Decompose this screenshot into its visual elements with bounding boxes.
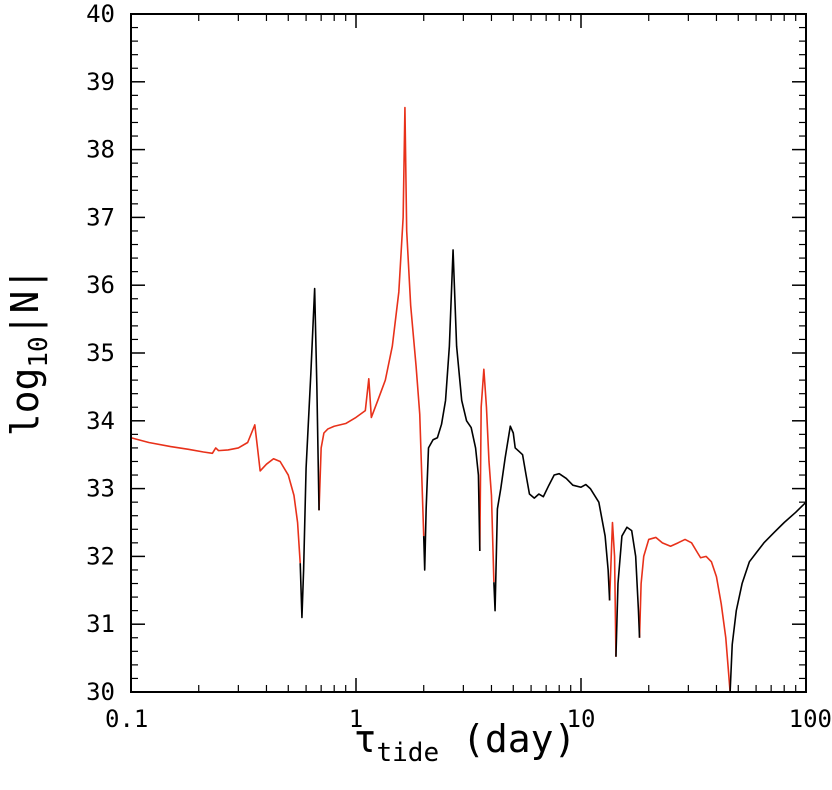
ticks-layer	[130, 13, 807, 693]
series-1-segment-0	[299, 287, 320, 619]
x-tick-label: 100	[789, 705, 832, 733]
x-axis-title-sub: tide	[376, 738, 439, 768]
x-tick-label: 10	[567, 705, 596, 733]
y-tick-label: 36	[86, 271, 115, 299]
y-axis-title-main: log	[3, 368, 47, 437]
y-tick-label: 39	[86, 68, 115, 96]
x-axis-title: τtide (day)	[354, 717, 577, 768]
series-0-segment-3	[608, 521, 617, 657]
y-tick-label: 37	[86, 203, 115, 231]
labels-layer: 0.1 1 10 100 30 31 32 33 34 35 36 37 38 39 40	[86, 0, 832, 733]
series-1-segment-3	[615, 526, 641, 657]
series-1-segment-2	[493, 425, 611, 612]
x-tick-label: 0.1	[105, 705, 148, 733]
x-axis-title-suffix: (day)	[439, 717, 576, 761]
x-tick-label: 1	[349, 705, 363, 733]
x-axis-title-main: τ	[354, 717, 377, 761]
series-0-segment-1	[318, 106, 425, 537]
series-0-segment-2	[479, 368, 495, 583]
series-0-segment-0	[130, 424, 302, 564]
y-tick-label: 32	[86, 542, 115, 570]
y-tick-label: 40	[86, 0, 115, 28]
y-axis-title: log10|N|	[3, 268, 54, 437]
y-tick-label: 31	[86, 610, 115, 638]
y-tick-label: 35	[86, 339, 115, 367]
y-tick-label: 34	[86, 407, 115, 435]
series-layer	[130, 106, 807, 693]
series-0-segment-4	[638, 536, 731, 693]
y-axis-title-sub: 10	[24, 336, 54, 367]
y-tick-label: 38	[86, 136, 115, 164]
y-tick-label: 30	[86, 678, 115, 706]
y-tick-label: 33	[86, 475, 115, 503]
y-axis-title-suffix: |N|	[3, 268, 48, 337]
series-1-segment-1	[422, 249, 481, 571]
series-1-segment-4	[729, 501, 807, 693]
plot-frame	[130, 13, 807, 693]
